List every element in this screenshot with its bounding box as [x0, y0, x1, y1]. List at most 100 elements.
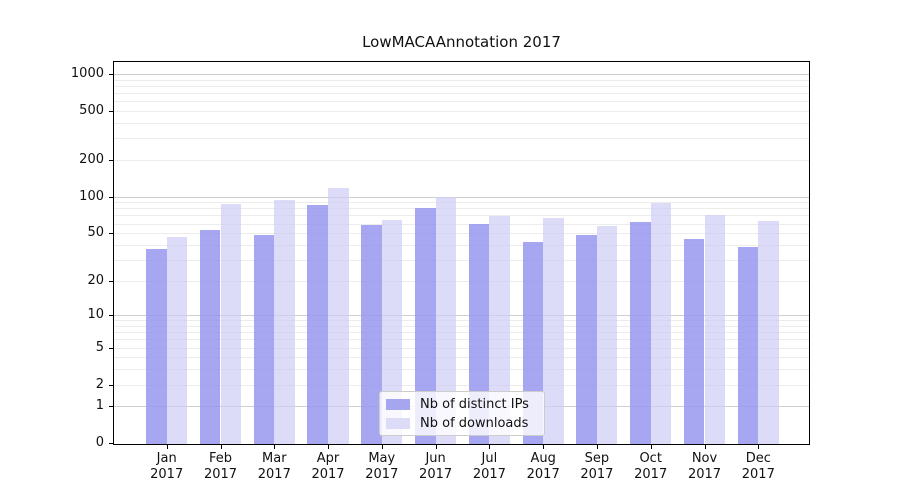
x-tick	[274, 445, 276, 449]
legend-row: Nb of downloads	[386, 415, 538, 431]
bar-distinct-ips-dec	[737, 247, 759, 445]
x-tick-label: Dec 2017	[742, 451, 775, 483]
x-tick	[328, 445, 329, 449]
x-tick-label-month: Jan	[156, 451, 177, 466]
x-tick-label-year: 2017	[203, 467, 238, 482]
x-tick	[543, 445, 545, 449]
x-tick-label-year: 2017	[419, 467, 453, 482]
x-tick-label: Apr 2017	[311, 451, 344, 483]
gridline-minor	[114, 357, 810, 359]
y-tick-label: 50	[87, 225, 104, 240]
gridline-minor	[114, 79, 810, 81]
y-tick	[109, 110, 113, 112]
y-tick	[109, 196, 113, 198]
x-tick-label-month: Sep	[584, 451, 610, 466]
x-tick-label-month: Nov	[691, 451, 718, 466]
y-tick	[109, 280, 113, 282]
gridline-minor	[114, 325, 810, 327]
gridline-minor	[114, 215, 810, 217]
y-tick-label: 500	[79, 102, 104, 118]
gridline-minor	[114, 208, 810, 210]
y-tick-label: 10	[87, 307, 104, 323]
y-tick	[109, 73, 113, 75]
x-tick-label: Jun 2017	[419, 451, 452, 483]
legend-label: Nb of downloads	[420, 415, 529, 431]
gridline-minor	[114, 110, 810, 112]
gridline-major	[114, 196, 810, 198]
y-tick-label: 20	[87, 272, 104, 288]
x-tick	[650, 445, 652, 449]
x-tick	[166, 445, 168, 449]
bar-distinct-ips-feb	[199, 230, 221, 445]
x-tick	[758, 445, 760, 449]
y-tick	[109, 315, 113, 317]
bar-downloads-jun	[435, 196, 457, 445]
bar-downloads-nov	[704, 215, 726, 445]
x-tick-label: Jan 2017	[150, 451, 183, 483]
bar-distinct-ips-nov	[683, 238, 705, 445]
x-tick-label-year: 2017	[311, 467, 345, 482]
gridline-minor	[114, 384, 810, 386]
bar-distinct-ips-mar	[253, 235, 275, 445]
x-tick-label-month: Aug	[530, 451, 556, 466]
bar-distinct-ips-jan	[146, 248, 167, 445]
y-tick-label: 1	[95, 398, 104, 414]
gridline-minor	[114, 85, 810, 87]
y-tick	[109, 233, 113, 234]
y-tick-label: 0	[95, 435, 104, 451]
gridline-minor	[114, 233, 810, 234]
legend-label: Nb of distinct IPs	[420, 396, 529, 412]
x-tick-label-year: 2017	[257, 467, 291, 482]
gridline-minor	[114, 244, 810, 246]
bar-downloads-dec	[758, 220, 779, 445]
y-tick	[109, 406, 113, 408]
legend-swatch-downloads	[386, 417, 410, 429]
x-tick-label-month: Dec	[745, 451, 771, 466]
gridline-minor	[114, 339, 810, 341]
gridline-minor	[114, 280, 810, 282]
gridline-minor	[114, 332, 810, 334]
gridline-minor	[114, 259, 810, 261]
x-tick-label: Aug 2017	[527, 451, 560, 483]
x-tick	[435, 445, 437, 449]
x-tick-label-month: Feb	[208, 451, 233, 466]
gridline-minor	[114, 223, 810, 225]
x-tick-label-month: Oct	[639, 451, 662, 466]
bar-downloads-sep	[596, 226, 618, 445]
x-tick	[220, 445, 222, 449]
x-tick-label-year: 2017	[741, 467, 775, 482]
gridline-minor	[114, 101, 810, 103]
y-tick-label: 2	[95, 376, 104, 392]
y-tick	[109, 159, 113, 161]
y-tick-label: 5	[95, 339, 104, 355]
y-tick	[109, 347, 113, 349]
legend-swatch-distinct-ips	[386, 398, 410, 410]
bar-distinct-ips-jul	[468, 223, 490, 445]
y-tick-label: 1000	[70, 65, 104, 81]
x-tick-label-month: Jun	[425, 451, 446, 466]
gridline-major	[114, 73, 810, 75]
bar-distinct-ips-oct	[630, 221, 651, 445]
chart-title: LowMACAAnnotation 2017	[362, 33, 561, 51]
x-tick-label-month: Mar	[262, 451, 287, 466]
x-tick-label: Feb 2017	[204, 451, 237, 483]
bar-downloads-apr	[328, 188, 349, 445]
bar-downloads-may	[381, 220, 403, 445]
x-tick-label-year: 2017	[580, 467, 614, 482]
y-tick-label: 100	[79, 188, 104, 204]
x-tick-label-month: Apr	[316, 451, 340, 466]
legend-row: Nb of distinct IPs	[386, 396, 538, 412]
bar-downloads-oct	[650, 203, 672, 445]
legend: Nb of distinct IPs Nb of downloads	[379, 391, 545, 436]
y-tick	[109, 384, 113, 386]
gridline-major	[114, 315, 810, 317]
x-tick-label-year: 2017	[687, 467, 722, 482]
gridline-minor	[114, 122, 810, 124]
y-tick-label: 200	[79, 151, 104, 167]
gridline-minor	[114, 138, 810, 140]
bar-downloads-aug	[543, 217, 564, 445]
gridline-minor	[114, 159, 810, 161]
y-tick	[109, 443, 113, 445]
x-tick	[596, 445, 598, 449]
